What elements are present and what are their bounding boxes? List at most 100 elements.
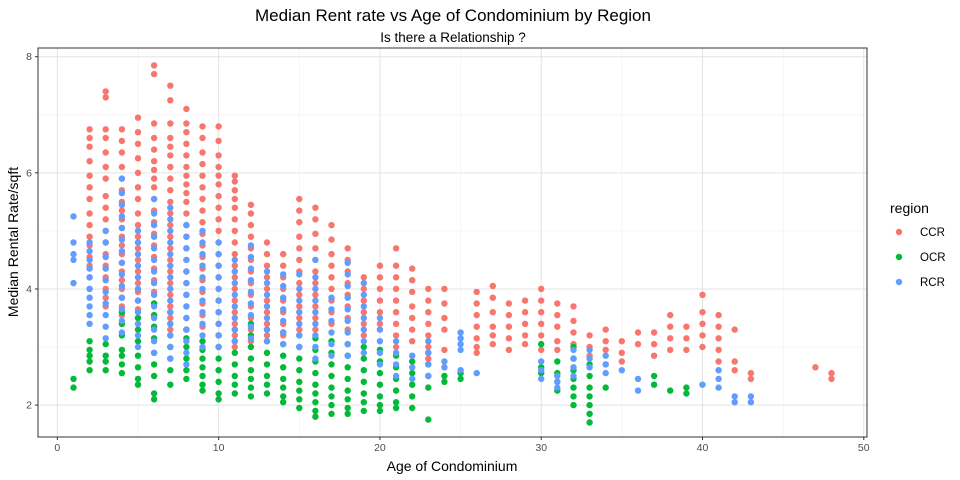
point-ccr xyxy=(667,323,674,330)
point-ccr xyxy=(312,279,319,287)
point-ocr xyxy=(280,375,287,383)
point-rcr xyxy=(150,314,158,322)
point-ccr xyxy=(183,198,190,206)
point-rcr xyxy=(167,204,174,211)
point-ccr xyxy=(473,349,480,356)
point-ccr xyxy=(263,285,271,293)
point-rcr xyxy=(183,326,190,333)
point-rcr xyxy=(699,381,706,388)
point-ccr xyxy=(102,294,109,301)
point-rcr xyxy=(247,311,255,319)
point-ccr xyxy=(296,195,303,203)
point-rcr xyxy=(344,352,351,359)
point-rcr xyxy=(86,294,93,301)
point-ccr xyxy=(231,250,238,258)
point-rcr xyxy=(183,268,190,275)
point-ocr xyxy=(586,393,593,400)
point-ocr xyxy=(570,393,577,400)
point-ocr xyxy=(199,355,206,362)
point-ccr xyxy=(473,343,480,351)
point-rcr xyxy=(328,294,335,301)
point-ccr xyxy=(231,309,238,316)
point-rcr xyxy=(118,329,126,336)
point-rcr xyxy=(247,288,255,296)
point-ccr xyxy=(618,349,625,356)
point-ccr xyxy=(150,62,158,69)
point-rcr xyxy=(215,274,222,281)
point-rcr xyxy=(360,338,367,345)
point-rcr xyxy=(344,329,351,336)
point-ccr xyxy=(715,346,722,354)
point-rcr xyxy=(457,346,464,354)
point-ccr xyxy=(296,219,303,226)
point-ccr xyxy=(505,300,513,307)
point-ccr xyxy=(650,340,658,348)
point-ocr xyxy=(134,375,142,383)
point-rcr xyxy=(602,369,609,377)
point-rcr xyxy=(457,329,464,336)
point-ocr xyxy=(586,372,593,380)
point-ocr xyxy=(86,352,93,359)
point-rcr xyxy=(392,361,400,368)
point-ocr xyxy=(215,378,222,385)
point-ccr xyxy=(215,204,222,211)
plot-panel-border xyxy=(37,47,868,438)
point-rcr xyxy=(280,329,287,336)
point-rcr xyxy=(118,189,126,197)
point-ocr xyxy=(602,384,609,391)
point-rcr xyxy=(215,343,222,351)
point-ocr xyxy=(312,390,319,397)
legend-item-ocr: OCR xyxy=(895,252,946,264)
point-rcr xyxy=(183,338,190,345)
point-rcr xyxy=(280,306,287,313)
x-tick-label: 10 xyxy=(213,442,225,454)
point-ccr xyxy=(86,143,93,150)
point-rcr xyxy=(118,248,126,255)
point-ocr xyxy=(570,401,577,409)
point-ccr xyxy=(296,207,303,214)
point-rcr xyxy=(634,387,642,394)
point-ccr xyxy=(376,297,384,304)
point-ccr xyxy=(199,195,206,203)
point-ccr xyxy=(86,126,93,133)
point-ocr xyxy=(215,367,222,374)
point-ccr xyxy=(699,343,706,351)
point-rcr xyxy=(167,343,174,351)
point-ccr xyxy=(134,114,142,121)
point-ocr xyxy=(683,384,690,391)
point-rcr xyxy=(409,352,416,359)
point-ccr xyxy=(538,297,545,304)
point-ccr xyxy=(215,163,222,171)
point-ccr xyxy=(167,245,174,252)
point-ccr xyxy=(247,210,255,217)
point-rcr xyxy=(102,265,109,272)
point-ccr xyxy=(296,314,303,322)
point-ccr xyxy=(167,82,174,89)
point-ocr xyxy=(215,355,222,362)
point-rcr xyxy=(328,306,335,313)
point-rcr xyxy=(312,285,319,293)
x-tick-label: 0 xyxy=(54,442,60,454)
point-ccr xyxy=(521,332,529,339)
point-ccr xyxy=(360,320,367,327)
point-ccr xyxy=(231,187,238,194)
point-ccr xyxy=(134,245,142,252)
x-tick-label: 20 xyxy=(374,442,386,454)
point-rcr xyxy=(457,340,464,348)
point-ccr xyxy=(312,303,319,310)
point-rcr xyxy=(457,367,464,374)
point-ccr xyxy=(441,326,448,333)
point-rcr xyxy=(150,268,158,275)
point-ccr xyxy=(167,97,174,104)
point-rcr xyxy=(731,393,738,400)
point-ccr xyxy=(102,134,109,142)
point-ccr xyxy=(247,221,255,229)
chart-subtitle: Is there a Relationship ? xyxy=(380,30,526,45)
point-ocr xyxy=(263,381,271,388)
point-ocr xyxy=(328,384,335,391)
point-rcr xyxy=(86,248,93,255)
point-ccr xyxy=(134,129,142,136)
point-ccr xyxy=(473,311,480,319)
point-ccr xyxy=(199,149,206,156)
